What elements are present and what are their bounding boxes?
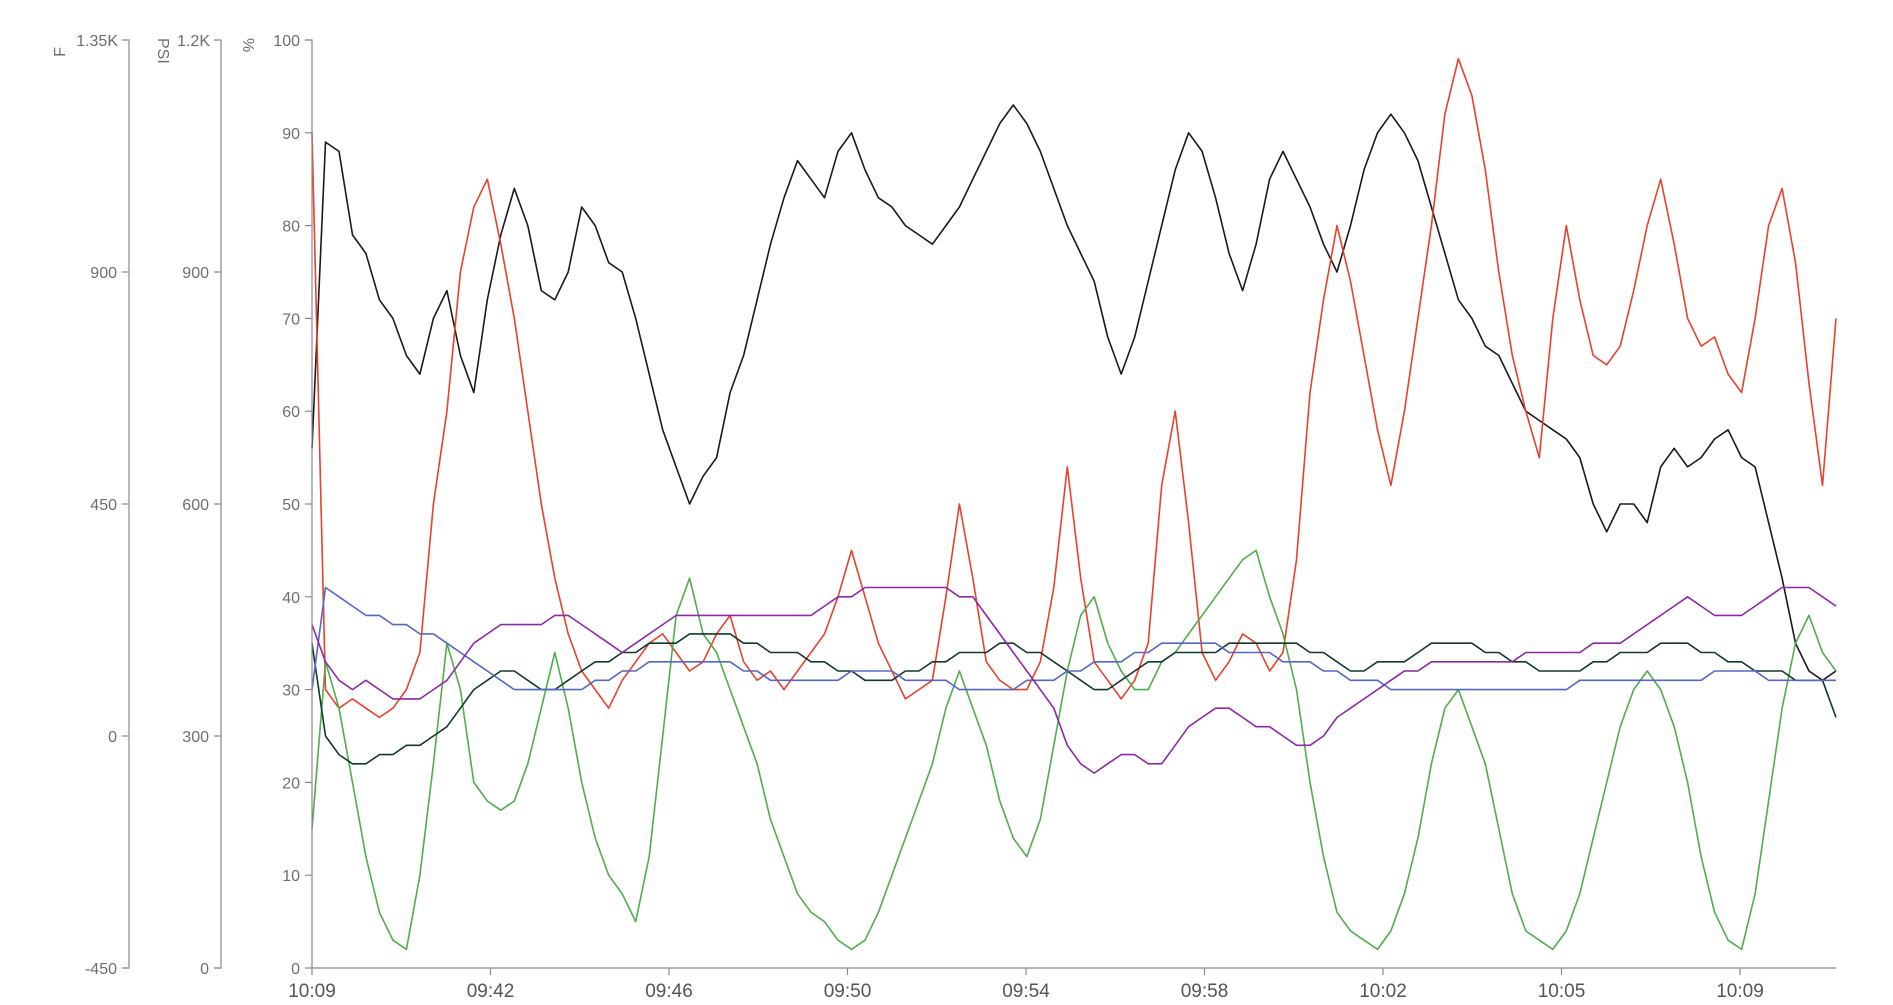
y-tick-label-pct: 30 xyxy=(282,683,300,700)
y-ticks-f: -450 0 450 900 xyxy=(85,265,129,978)
y-tick-label-pct: 10 xyxy=(282,868,300,885)
y-tick-label-pct: 60 xyxy=(282,404,300,421)
y-tick-label-psi: 900 xyxy=(182,265,209,282)
y-axis-psi-top-label: 1.2K xyxy=(177,33,210,50)
y-axis-f: F 1.35K -450 0 450 900 xyxy=(52,33,130,978)
y-axis-f-top-label: 1.35K xyxy=(76,33,118,50)
x-tick-label: 09:50 xyxy=(824,981,872,1002)
x-tick-label: 09:54 xyxy=(1002,981,1050,1002)
series-line-4 xyxy=(311,633,1837,765)
y-axis-psi: PSI 1.2K 0 300 600 900 xyxy=(154,33,222,978)
x-tick-label: 10:05 xyxy=(1538,981,1586,1002)
y-tick-label-pct: 50 xyxy=(282,497,300,514)
y-tick-label-pct: 80 xyxy=(282,219,300,236)
y-tick-label-f: -450 xyxy=(85,961,117,978)
series-line-5 xyxy=(311,586,1836,691)
x-tick-label: 09:42 xyxy=(467,981,515,1002)
y-axis-psi-unit: PSI xyxy=(154,38,171,64)
y-axis-pct: % 0 10 20 30 40 50 60 70 80 90 100 xyxy=(239,33,313,978)
y-ticks-psi: 0 300 600 900 xyxy=(182,265,221,978)
y-tick-label-pct: 70 xyxy=(282,311,300,328)
series-layer xyxy=(311,57,1837,951)
y-tick-label-pct: 20 xyxy=(282,775,300,792)
y-tick-label-pct: 90 xyxy=(282,126,300,143)
x-tick-label: 09:46 xyxy=(645,981,693,1002)
y-tick-label-f: 0 xyxy=(108,729,117,746)
y-tick-label-pct: 0 xyxy=(291,961,300,978)
x-axis: 10:09 09:42 09:46 09:50 09:54 09:58 10:02 10:05… xyxy=(288,967,1836,1002)
y-tick-label-f: 450 xyxy=(90,497,117,514)
y-ticks-pct: 0 10 20 30 40 50 60 70 80 90 100 xyxy=(273,33,312,978)
y-tick-label-psi: 600 xyxy=(182,497,209,514)
series-line-3 xyxy=(311,549,1837,951)
series-line-2 xyxy=(311,57,1837,719)
x-tick-label: 09:58 xyxy=(1181,981,1229,1002)
y-tick-label-psi: 0 xyxy=(200,961,209,978)
y-tick-label-psi: 300 xyxy=(182,729,209,746)
y-tick-label-pct: 40 xyxy=(282,590,300,607)
series-line-1 xyxy=(311,104,1837,682)
y-axis-pct-unit: % xyxy=(239,38,256,52)
y-tick-label-pct: 100 xyxy=(273,33,300,50)
x-tick-label: 10:09 xyxy=(1716,981,1764,1002)
y-tick-label-f: 900 xyxy=(90,265,117,282)
x-tick-label: 10:09 xyxy=(288,981,336,1002)
x-ticks: 10:09 09:42 09:46 09:50 09:54 09:58 10:02 10:05… xyxy=(288,968,1764,1002)
x-tick-label: 10:02 xyxy=(1359,981,1407,1002)
y-axis-f-unit: F xyxy=(52,47,69,57)
series-line-6 xyxy=(311,586,1837,774)
